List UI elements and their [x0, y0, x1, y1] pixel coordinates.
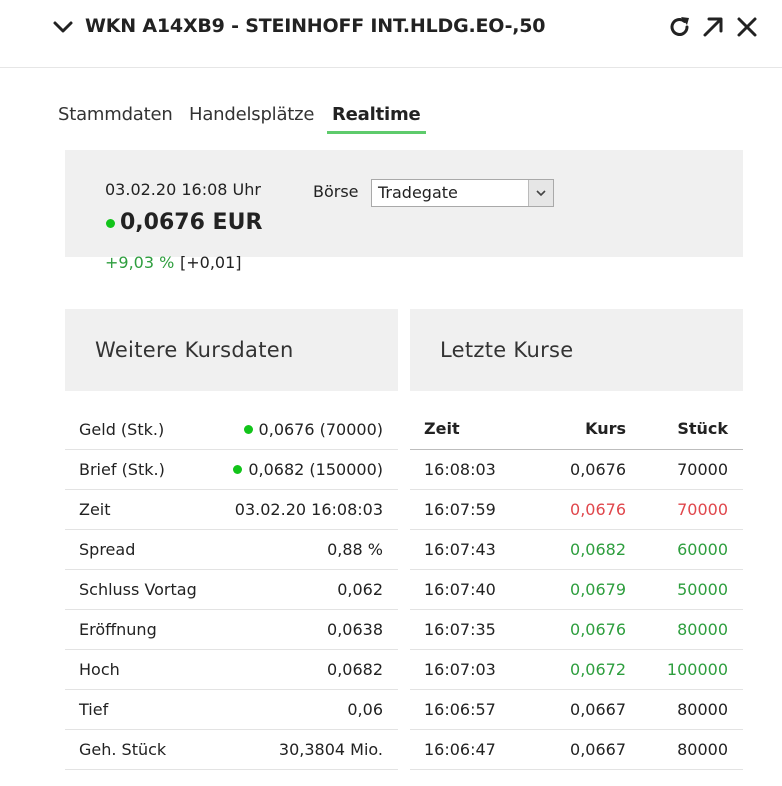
- letzte-kurse-panel-header: Letzte Kurse: [410, 309, 743, 391]
- kurs-wert: 0,0676: [570, 620, 626, 639]
- table-row: Eröffnung 0,0638: [65, 610, 398, 650]
- kursdaten-value-wrap: 0,0682 (150000): [233, 460, 383, 479]
- column-header-kurs: Kurs: [585, 419, 626, 438]
- kursdaten-value-wrap: 0,062: [337, 580, 383, 599]
- kurs-zeit: 16:07:03: [424, 660, 496, 679]
- kursdaten-panel-header: Weitere Kursdaten: [65, 309, 398, 391]
- kursdaten-value: 0,88 %: [327, 540, 383, 559]
- table-row: Geld (Stk.) 0,0676 (70000): [65, 410, 398, 450]
- column-header-zeit: Zeit: [424, 419, 460, 438]
- boerse-label: Börse: [313, 182, 359, 201]
- kursdaten-label: Geld (Stk.): [79, 420, 165, 439]
- table-row: Tief 0,06: [65, 690, 398, 730]
- quote-change-absolute: [+0,01]: [180, 253, 242, 272]
- quote-datetime: 03.02.20 16:08 Uhr: [105, 180, 261, 199]
- tab-handelsplaetze[interactable]: Handelsplätze: [189, 104, 315, 125]
- kurs-stueck: 60000: [677, 540, 728, 559]
- kurs-stueck: 70000: [677, 500, 728, 519]
- table-row: Hoch 0,0682: [65, 650, 398, 690]
- kurs-zeit: 16:07:40: [424, 580, 496, 599]
- live-indicator-dot: [106, 219, 115, 228]
- dropdown-arrow[interactable]: [528, 180, 553, 206]
- kurs-stueck: 100000: [666, 660, 728, 679]
- kursdaten-value: 0,0682 (150000): [248, 460, 383, 479]
- chevron-down-icon: [536, 190, 546, 197]
- kurs-stueck: 80000: [677, 700, 728, 719]
- close-icon[interactable]: [734, 14, 760, 40]
- kursdaten-value: 0,06: [347, 700, 383, 719]
- active-tab-indicator: [327, 131, 426, 134]
- refresh-icon[interactable]: [667, 14, 693, 40]
- table-row: 16:07:35 0,0676 80000: [410, 610, 743, 650]
- kursdaten-title: Weitere Kursdaten: [95, 338, 294, 362]
- kurs-wert: 0,0679: [570, 580, 626, 599]
- kurs-zeit: 16:07:43: [424, 540, 496, 559]
- column-header-stueck: Stück: [677, 419, 728, 438]
- open-external-icon[interactable]: [700, 14, 726, 40]
- table-row: 16:06:57 0,0667 80000: [410, 690, 743, 730]
- kurs-wert: 0,0676: [570, 460, 626, 479]
- kurs-stueck: 80000: [677, 740, 728, 759]
- live-indicator-dot: [233, 465, 243, 474]
- kurs-stueck: 50000: [677, 580, 728, 599]
- table-row: 16:06:47 0,0667 80000: [410, 730, 743, 770]
- quote-change-percent: +9,03 %: [105, 253, 175, 272]
- kurs-zeit: 16:07:35: [424, 620, 496, 639]
- kursdaten-value: 03.02.20 16:08:03: [234, 500, 383, 519]
- tab-stammdaten[interactable]: Stammdaten: [58, 104, 173, 125]
- letzte-kurse-title: Letzte Kurse: [440, 338, 574, 362]
- live-indicator-dot: [243, 425, 253, 434]
- table-row: Spread 0,88 %: [65, 530, 398, 570]
- table-row: Brief (Stk.) 0,0682 (150000): [65, 450, 398, 490]
- kurs-stueck: 80000: [677, 620, 728, 639]
- kursdaten-label: Tief: [79, 700, 109, 719]
- kursdaten-value: 30,3804 Mio.: [278, 740, 383, 759]
- kurs-wert: 0,0676: [570, 500, 626, 519]
- table-row: 16:07:03 0,0672 100000: [410, 650, 743, 690]
- table-row: 16:08:03 0,0676 70000: [410, 450, 743, 490]
- kursdaten-value: 0,0682: [327, 660, 383, 679]
- kursdaten-value: 0,062: [337, 580, 383, 599]
- table-row: 16:07:43 0,0682 60000: [410, 530, 743, 570]
- kurs-wert: 0,0682: [570, 540, 626, 559]
- table-row: Zeit 03.02.20 16:08:03: [65, 490, 398, 530]
- kursdaten-value-wrap: 0,0638: [327, 620, 383, 639]
- table-row: 16:07:40 0,0679 50000: [410, 570, 743, 610]
- table-row: 16:07:59 0,0676 70000: [410, 490, 743, 530]
- kurs-wert: 0,0667: [570, 700, 626, 719]
- chevron-down-icon[interactable]: [52, 16, 74, 38]
- kurs-stueck: 70000: [677, 460, 728, 479]
- kursdaten-value-wrap: 0,06: [347, 700, 383, 719]
- kursdaten-value: 0,0638: [327, 620, 383, 639]
- tab-realtime[interactable]: Realtime: [332, 104, 421, 125]
- kurs-zeit: 16:06:57: [424, 700, 496, 719]
- kurs-zeit: 16:07:59: [424, 500, 496, 519]
- kurs-wert: 0,0672: [570, 660, 626, 679]
- kursdaten-value: 0,0676 (70000): [258, 420, 383, 439]
- kursdaten-label: Zeit: [79, 500, 111, 519]
- panel-header: WKN A14XB9 - STEINHOFF INT.HLDG.EO-,50: [0, 0, 782, 68]
- kursdaten-label: Geh. Stück: [79, 740, 167, 759]
- panel-title: WKN A14XB9 - STEINHOFF INT.HLDG.EO-,50: [85, 15, 546, 37]
- table-row: Geh. Stück 30,3804 Mio.: [65, 730, 398, 770]
- table-row: Schluss Vortag 0,062: [65, 570, 398, 610]
- kursdaten-value-wrap: 0,88 %: [327, 540, 383, 559]
- kursdaten-label: Hoch: [79, 660, 120, 679]
- kurs-zeit: 16:06:47: [424, 740, 496, 759]
- kursdaten-label: Spread: [79, 540, 136, 559]
- kursdaten-value-wrap: 0,0682: [327, 660, 383, 679]
- letzte-kurse-table-header: Zeit Kurs Stück: [410, 410, 743, 450]
- kurs-zeit: 16:08:03: [424, 460, 496, 479]
- kursdaten-value-wrap: 03.02.20 16:08:03: [235, 500, 383, 519]
- kurs-wert: 0,0667: [570, 740, 626, 759]
- kursdaten-label: Eröffnung: [79, 620, 157, 639]
- kursdaten-label: Brief (Stk.): [79, 460, 165, 479]
- boerse-select[interactable]: Tradegate: [371, 179, 554, 207]
- kursdaten-label: Schluss Vortag: [79, 580, 197, 599]
- kursdaten-value-wrap: 30,3804 Mio.: [279, 740, 383, 759]
- quote-price: 0,0676 EUR: [120, 210, 263, 235]
- kursdaten-value-wrap: 0,0676 (70000): [243, 420, 383, 439]
- boerse-selected-value: Tradegate: [378, 183, 458, 202]
